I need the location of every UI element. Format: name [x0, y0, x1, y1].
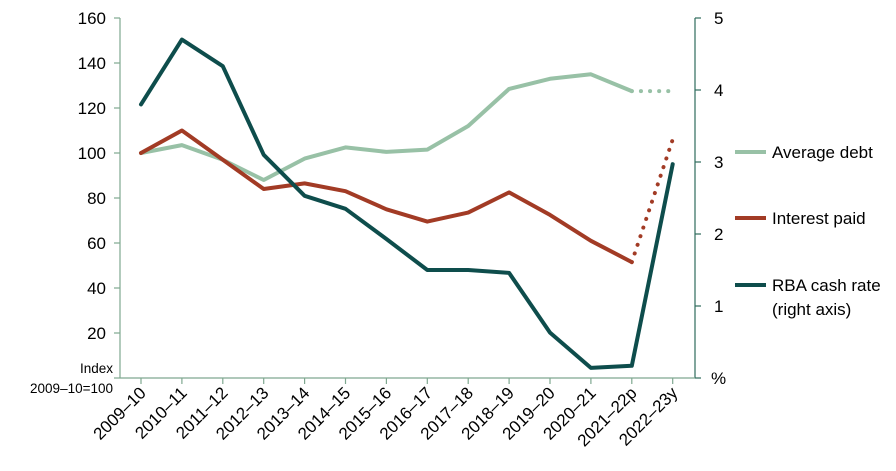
series-layer [139, 37, 675, 370]
right-tick-label: 5 [714, 9, 723, 28]
left-axis-label-line2: 2009–10=100 [30, 381, 113, 396]
legend-label: RBA cash rate [772, 276, 881, 295]
projection-line-interest-paid [629, 137, 675, 265]
labels: 20 40 60 80 100 120 140 160 1 2 3 4 5% Index 2009–10=1… [30, 9, 726, 450]
legend-label: Interest paid [772, 209, 866, 228]
right-tick-label: 3 [714, 153, 723, 172]
right-tick-label: 1 [714, 297, 723, 316]
legend-label: Average debt [772, 143, 873, 162]
right-axis-unit: % [711, 369, 726, 388]
series-line-rba-cash-rate [139, 37, 675, 370]
left-axis-label-line1: Index [80, 361, 113, 376]
left-tick-label: 140 [78, 54, 106, 73]
left-tick-label: 100 [78, 144, 106, 163]
left-tick-label: 80 [87, 189, 106, 208]
right-tick-label: 2 [714, 225, 723, 244]
left-tick-label: 20 [87, 324, 106, 343]
left-tick-label: 40 [87, 279, 106, 298]
left-tick-label: 60 [87, 234, 106, 253]
legend-label-line2: (right axis) [772, 300, 851, 319]
right-tick-label: 4 [714, 81, 723, 100]
left-tick-label: 160 [78, 9, 106, 28]
axes [114, 17, 701, 384]
legend: Average debt Interest paid RBA cash rate (r… [735, 143, 881, 319]
series-line-average-debt [139, 72, 634, 182]
left-tick-label: 120 [78, 99, 106, 118]
